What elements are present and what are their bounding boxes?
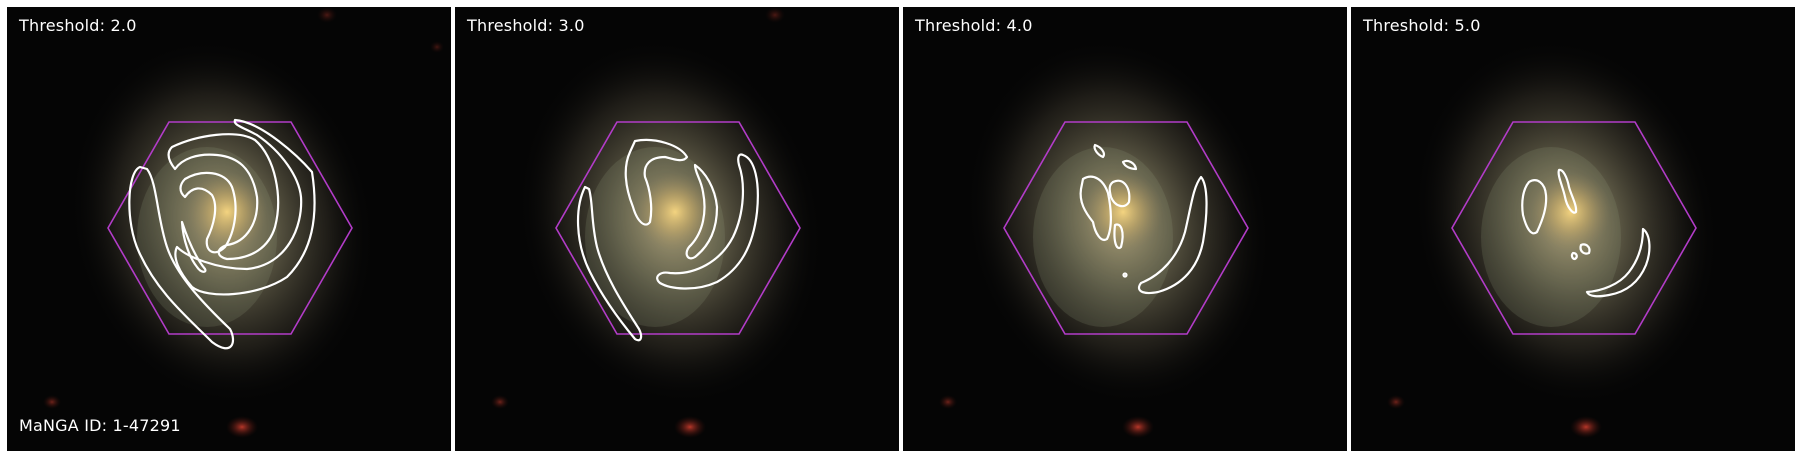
galaxy-image	[7, 7, 451, 451]
galaxy-image	[1351, 7, 1795, 451]
threshold-panel-3: Threshold: 4.0	[903, 7, 1347, 451]
manga-ifu-hexagon	[1451, 121, 1697, 335]
threshold-contours	[577, 138, 759, 342]
galaxy-image	[903, 7, 1347, 451]
threshold-panel-1: Threshold: 2.0 MaNGA ID: 1-47291	[7, 7, 451, 451]
threshold-panel-2: Threshold: 3.0	[455, 7, 899, 451]
threshold-contours	[1521, 168, 1651, 298]
threshold-label: Threshold: 3.0	[467, 16, 585, 35]
galaxy-image	[455, 7, 899, 451]
threshold-contours	[1079, 143, 1208, 295]
threshold-label: Threshold: 2.0	[19, 16, 137, 35]
manga-ifu-hexagon	[555, 121, 801, 335]
manga-ifu-hexagon	[1003, 121, 1249, 335]
threshold-contours	[128, 118, 316, 350]
threshold-label: Threshold: 5.0	[1363, 16, 1481, 35]
manga-ifu-hexagon	[107, 121, 353, 335]
threshold-label: Threshold: 4.0	[915, 16, 1033, 35]
galaxy-id-label: MaNGA ID: 1-47291	[19, 416, 181, 435]
threshold-panel-4: Threshold: 5.0	[1351, 7, 1795, 451]
